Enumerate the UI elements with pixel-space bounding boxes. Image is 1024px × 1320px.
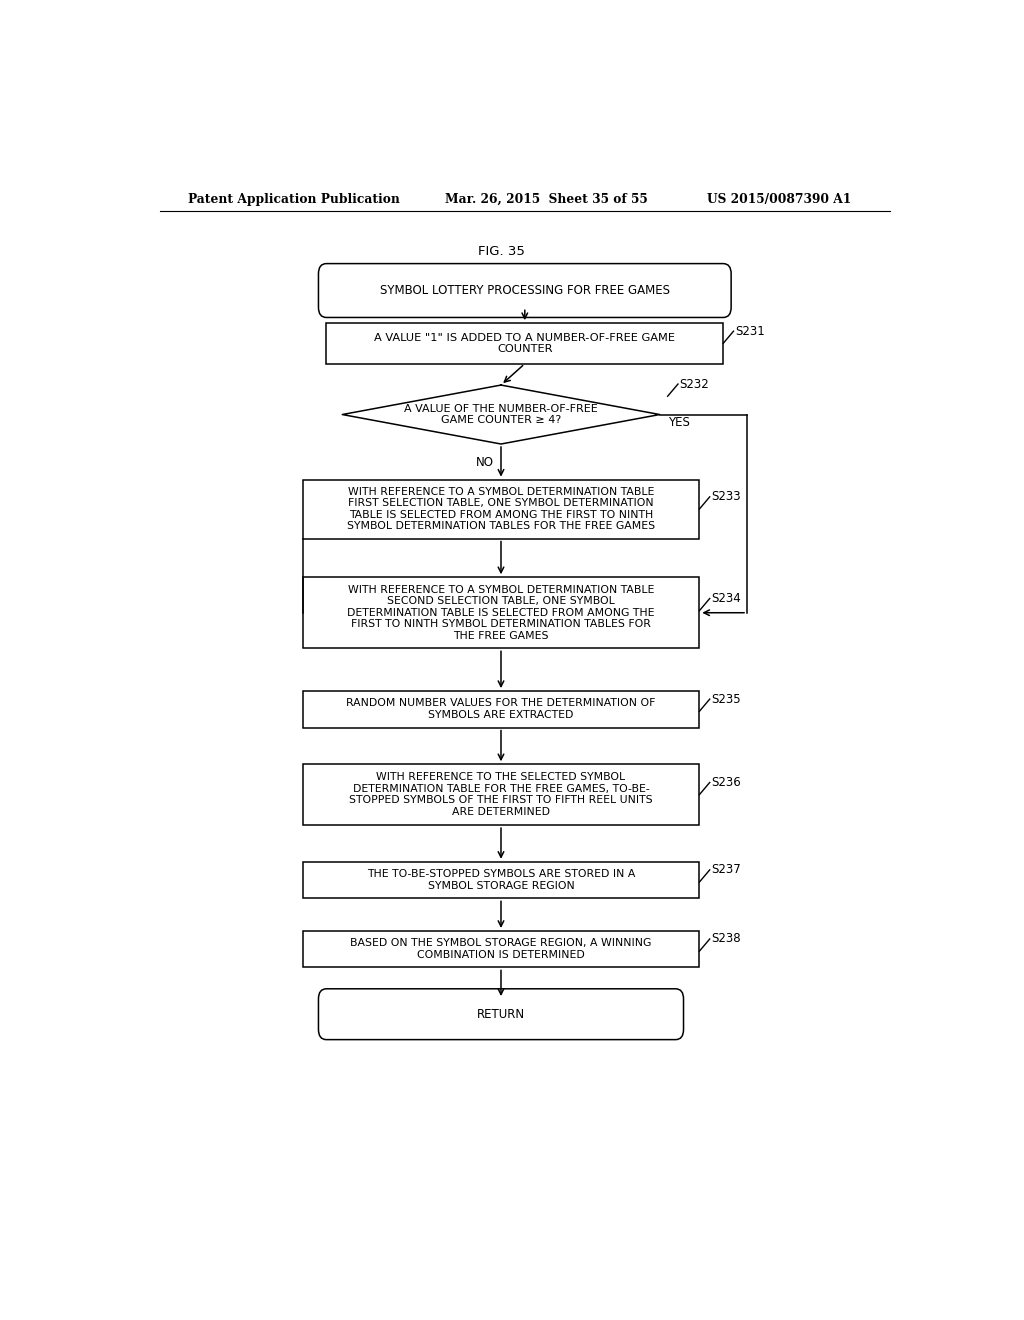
Text: FIG. 35: FIG. 35	[477, 246, 524, 259]
Text: A VALUE OF THE NUMBER-OF-FREE
GAME COUNTER ≥ 4?: A VALUE OF THE NUMBER-OF-FREE GAME COUNT…	[404, 404, 598, 425]
Text: S231: S231	[735, 325, 765, 338]
Text: RETURN: RETURN	[477, 1007, 525, 1020]
Text: S234: S234	[712, 591, 741, 605]
Text: WITH REFERENCE TO THE SELECTED SYMBOL
DETERMINATION TABLE FOR THE FREE GAMES, TO: WITH REFERENCE TO THE SELECTED SYMBOL DE…	[349, 772, 653, 817]
Text: S238: S238	[712, 932, 741, 945]
FancyBboxPatch shape	[318, 264, 731, 318]
Bar	[303, 931, 699, 968]
Text: S237: S237	[712, 863, 741, 876]
Bar	[303, 764, 699, 825]
Text: SYMBOL LOTTERY PROCESSING FOR FREE GAMES: SYMBOL LOTTERY PROCESSING FOR FREE GAMES	[380, 284, 670, 297]
Text: S232: S232	[680, 378, 710, 391]
Text: Patent Application Publication: Patent Application Publication	[187, 193, 399, 206]
FancyBboxPatch shape	[318, 989, 684, 1040]
Text: Mar. 26, 2015  Sheet 35 of 55: Mar. 26, 2015 Sheet 35 of 55	[445, 193, 648, 206]
Text: YES: YES	[668, 416, 689, 429]
Text: US 2015/0087390 A1: US 2015/0087390 A1	[708, 193, 852, 206]
Text: NO: NO	[476, 457, 495, 469]
Text: S233: S233	[712, 490, 741, 503]
Bar	[303, 862, 699, 899]
Bar	[303, 479, 699, 539]
Text: WITH REFERENCE TO A SYMBOL DETERMINATION TABLE
SECOND SELECTION TABLE, ONE SYMBO: WITH REFERENCE TO A SYMBOL DETERMINATION…	[347, 585, 654, 642]
Text: A VALUE "1" IS ADDED TO A NUMBER-OF-FREE GAME
COUNTER: A VALUE "1" IS ADDED TO A NUMBER-OF-FREE…	[375, 333, 675, 354]
Text: S235: S235	[712, 693, 741, 706]
Text: BASED ON THE SYMBOL STORAGE REGION, A WINNING
COMBINATION IS DETERMINED: BASED ON THE SYMBOL STORAGE REGION, A WI…	[350, 939, 651, 960]
Bar	[327, 323, 723, 364]
Bar	[303, 577, 699, 648]
Text: S236: S236	[712, 776, 741, 789]
Bar	[303, 690, 699, 727]
Text: RANDOM NUMBER VALUES FOR THE DETERMINATION OF
SYMBOLS ARE EXTRACTED: RANDOM NUMBER VALUES FOR THE DETERMINATI…	[346, 698, 655, 721]
Text: WITH REFERENCE TO A SYMBOL DETERMINATION TABLE
FIRST SELECTION TABLE, ONE SYMBOL: WITH REFERENCE TO A SYMBOL DETERMINATION…	[347, 487, 655, 532]
Text: THE TO-BE-STOPPED SYMBOLS ARE STORED IN A
SYMBOL STORAGE REGION: THE TO-BE-STOPPED SYMBOLS ARE STORED IN …	[367, 870, 635, 891]
